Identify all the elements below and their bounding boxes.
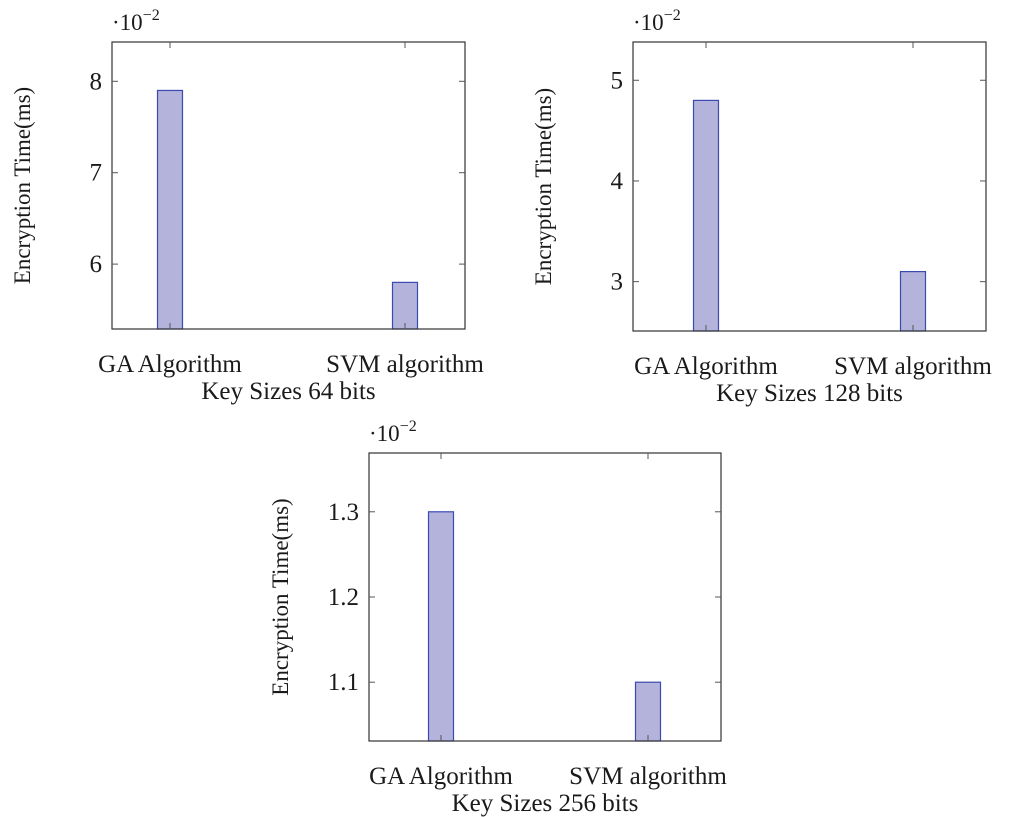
x-tick-label: SVM algorithm	[326, 351, 484, 378]
y-axis-title: Encryption Time(ms)	[268, 498, 293, 695]
y-tick-label: 4	[611, 168, 624, 195]
y-tick-label: 7	[90, 160, 103, 187]
x-tick-label: GA Algorithm	[369, 763, 513, 790]
y-tick-label: 3	[611, 269, 624, 296]
bar-svm-algorithm	[899, 270, 927, 332]
x-axis-title: Key Sizes 128 bits	[716, 380, 903, 407]
y-tick-label: 5	[611, 67, 624, 94]
y-scale-multiplier: ·10−2	[369, 418, 417, 446]
y-axis-title: Encryption Time(ms)	[10, 87, 35, 284]
x-tick-label: SVM algorithm	[834, 353, 992, 380]
y-tick-label: 1.2	[328, 584, 359, 611]
plot-frame	[368, 452, 722, 742]
x-axis-title: Key Sizes 64 bits	[201, 378, 375, 405]
y-tick-label: 6	[90, 251, 103, 278]
y-tick-label: 1.1	[328, 669, 359, 696]
bar-ga-algorithm	[156, 89, 184, 330]
y-axis-title: Encryption Time(ms)	[531, 88, 556, 285]
bar-svm-algorithm	[391, 281, 419, 330]
bar-ga-algorithm	[692, 99, 720, 332]
x-tick-label: GA Algorithm	[634, 353, 778, 380]
y-tick-label: 1.3	[328, 499, 359, 526]
x-tick-label: SVM algorithm	[569, 763, 727, 790]
plot-frame	[111, 41, 466, 330]
x-tick-label: GA Algorithm	[98, 351, 242, 378]
x-axis-title: Key Sizes 256 bits	[452, 790, 639, 817]
plot-frame	[632, 41, 987, 332]
bar-ga-algorithm	[427, 511, 455, 742]
bar-svm-algorithm	[634, 681, 662, 742]
y-scale-multiplier: ·10−2	[112, 7, 160, 35]
y-scale-multiplier: ·10−2	[633, 7, 681, 35]
y-tick-label: 8	[90, 68, 103, 95]
